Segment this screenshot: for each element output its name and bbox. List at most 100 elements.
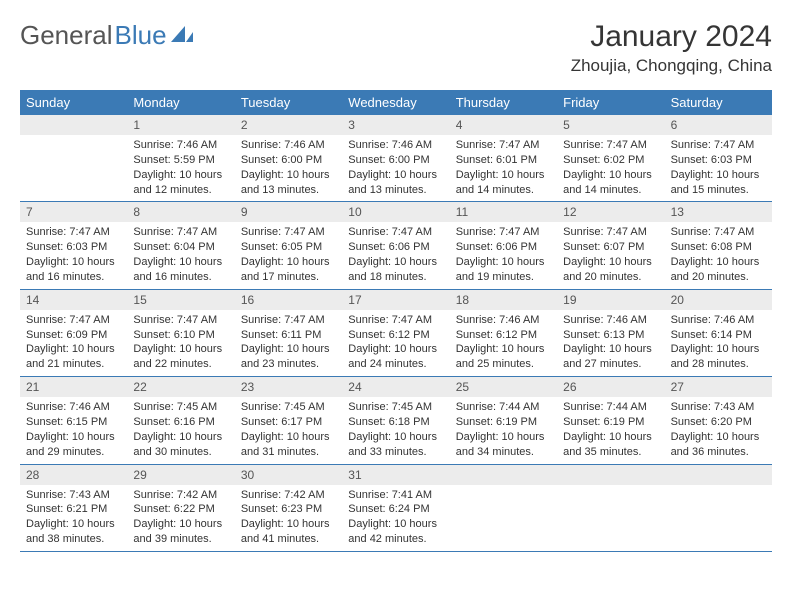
day-line: Sunrise: 7:42 AM — [241, 488, 336, 503]
day-line: Sunset: 6:18 PM — [348, 415, 443, 430]
day-body: Sunrise: 7:46 AMSunset: 6:12 PMDaylight:… — [450, 310, 557, 376]
weekday-header: Saturday — [665, 90, 772, 115]
day-line: Daylight: 10 hours — [241, 255, 336, 270]
day-cell: 6Sunrise: 7:47 AMSunset: 6:03 PMDaylight… — [665, 115, 772, 201]
day-line: Daylight: 10 hours — [241, 430, 336, 445]
day-line: Daylight: 10 hours — [26, 430, 121, 445]
day-line: Daylight: 10 hours — [26, 342, 121, 357]
day-cell: 3Sunrise: 7:46 AMSunset: 6:00 PMDaylight… — [342, 115, 449, 201]
day-body: Sunrise: 7:46 AMSunset: 6:14 PMDaylight:… — [665, 310, 772, 376]
day-line: Sunset: 6:22 PM — [133, 502, 228, 517]
day-body: Sunrise: 7:45 AMSunset: 6:18 PMDaylight:… — [342, 397, 449, 463]
day-body: Sunrise: 7:47 AMSunset: 6:11 PMDaylight:… — [235, 310, 342, 376]
day-line: Sunrise: 7:46 AM — [241, 138, 336, 153]
day-number: 7 — [20, 202, 127, 222]
day-number: 15 — [127, 290, 234, 310]
day-line: Sunrise: 7:46 AM — [348, 138, 443, 153]
day-line: Sunrise: 7:41 AM — [348, 488, 443, 503]
day-body: Sunrise: 7:47 AMSunset: 6:07 PMDaylight:… — [557, 222, 664, 288]
day-cell: 4Sunrise: 7:47 AMSunset: 6:01 PMDaylight… — [450, 115, 557, 201]
day-line: and 22 minutes. — [133, 357, 228, 372]
week-row: 14Sunrise: 7:47 AMSunset: 6:09 PMDayligh… — [20, 290, 772, 377]
day-line: Daylight: 10 hours — [456, 342, 551, 357]
day-line: Sunset: 6:00 PM — [241, 153, 336, 168]
day-body: Sunrise: 7:42 AMSunset: 6:22 PMDaylight:… — [127, 485, 234, 551]
day-line: Sunrise: 7:45 AM — [241, 400, 336, 415]
day-line: Sunrise: 7:47 AM — [133, 313, 228, 328]
day-line: and 17 minutes. — [241, 270, 336, 285]
day-cell: 18Sunrise: 7:46 AMSunset: 6:12 PMDayligh… — [450, 290, 557, 376]
day-line: Sunset: 6:15 PM — [26, 415, 121, 430]
day-line: Sunset: 6:19 PM — [563, 415, 658, 430]
month-title: January 2024 — [571, 20, 772, 54]
day-line: Sunset: 6:03 PM — [26, 240, 121, 255]
day-number: 4 — [450, 115, 557, 135]
day-line: and 41 minutes. — [241, 532, 336, 547]
day-line: Sunset: 6:00 PM — [348, 153, 443, 168]
day-number: 29 — [127, 465, 234, 485]
day-body: Sunrise: 7:44 AMSunset: 6:19 PMDaylight:… — [450, 397, 557, 463]
day-line: Daylight: 10 hours — [133, 517, 228, 532]
day-body: Sunrise: 7:47 AMSunset: 6:06 PMDaylight:… — [342, 222, 449, 288]
day-line: Daylight: 10 hours — [348, 255, 443, 270]
day-cell: 27Sunrise: 7:43 AMSunset: 6:20 PMDayligh… — [665, 377, 772, 463]
day-cell: 5Sunrise: 7:47 AMSunset: 6:02 PMDaylight… — [557, 115, 664, 201]
day-body: Sunrise: 7:44 AMSunset: 6:19 PMDaylight:… — [557, 397, 664, 463]
day-line: Sunset: 6:02 PM — [563, 153, 658, 168]
day-cell: 11Sunrise: 7:47 AMSunset: 6:06 PMDayligh… — [450, 202, 557, 288]
day-cell — [20, 115, 127, 201]
day-line: Sunset: 5:59 PM — [133, 153, 228, 168]
day-line: and 13 minutes. — [348, 183, 443, 198]
day-number: 23 — [235, 377, 342, 397]
day-cell: 22Sunrise: 7:45 AMSunset: 6:16 PMDayligh… — [127, 377, 234, 463]
day-cell: 31Sunrise: 7:41 AMSunset: 6:24 PMDayligh… — [342, 465, 449, 551]
logo-text-2: Blue — [115, 20, 167, 51]
day-cell: 25Sunrise: 7:44 AMSunset: 6:19 PMDayligh… — [450, 377, 557, 463]
day-cell: 19Sunrise: 7:46 AMSunset: 6:13 PMDayligh… — [557, 290, 664, 376]
logo-sail-icon — [171, 20, 193, 51]
day-number: 6 — [665, 115, 772, 135]
day-line: Sunrise: 7:47 AM — [26, 313, 121, 328]
day-body: Sunrise: 7:47 AMSunset: 6:10 PMDaylight:… — [127, 310, 234, 376]
day-cell — [450, 465, 557, 551]
day-cell: 20Sunrise: 7:46 AMSunset: 6:14 PMDayligh… — [665, 290, 772, 376]
day-line: and 14 minutes. — [456, 183, 551, 198]
day-line: and 30 minutes. — [133, 445, 228, 460]
day-line: Sunrise: 7:46 AM — [563, 313, 658, 328]
day-line: and 35 minutes. — [563, 445, 658, 460]
location: Zhoujia, Chongqing, China — [571, 56, 772, 76]
weekday-header: Sunday — [20, 90, 127, 115]
day-line: Sunset: 6:01 PM — [456, 153, 551, 168]
day-body: Sunrise: 7:46 AMSunset: 6:15 PMDaylight:… — [20, 397, 127, 463]
logo-text-1: General — [20, 20, 113, 51]
day-line: Daylight: 10 hours — [348, 517, 443, 532]
day-number: 31 — [342, 465, 449, 485]
day-number: 27 — [665, 377, 772, 397]
day-line: Sunset: 6:16 PM — [133, 415, 228, 430]
day-cell: 23Sunrise: 7:45 AMSunset: 6:17 PMDayligh… — [235, 377, 342, 463]
day-line: Daylight: 10 hours — [671, 168, 766, 183]
day-line: Sunrise: 7:47 AM — [563, 138, 658, 153]
day-line: Daylight: 10 hours — [563, 430, 658, 445]
day-body: Sunrise: 7:46 AMSunset: 5:59 PMDaylight:… — [127, 135, 234, 201]
day-line: Daylight: 10 hours — [241, 517, 336, 532]
title-block: January 2024 Zhoujia, Chongqing, China — [571, 20, 772, 76]
week-row: 1Sunrise: 7:46 AMSunset: 5:59 PMDaylight… — [20, 115, 772, 202]
day-line: Sunrise: 7:46 AM — [26, 400, 121, 415]
header: GeneralBlue January 2024 Zhoujia, Chongq… — [20, 20, 772, 76]
day-line: Sunset: 6:21 PM — [26, 502, 121, 517]
day-line: Sunset: 6:06 PM — [348, 240, 443, 255]
week-row: 28Sunrise: 7:43 AMSunset: 6:21 PMDayligh… — [20, 465, 772, 552]
day-number: 5 — [557, 115, 664, 135]
day-cell: 16Sunrise: 7:47 AMSunset: 6:11 PMDayligh… — [235, 290, 342, 376]
day-number: 19 — [557, 290, 664, 310]
day-cell — [665, 465, 772, 551]
day-line: Sunrise: 7:46 AM — [671, 313, 766, 328]
day-body: Sunrise: 7:45 AMSunset: 6:16 PMDaylight:… — [127, 397, 234, 463]
week-row: 21Sunrise: 7:46 AMSunset: 6:15 PMDayligh… — [20, 377, 772, 464]
day-body: Sunrise: 7:42 AMSunset: 6:23 PMDaylight:… — [235, 485, 342, 551]
weekday-header: Tuesday — [235, 90, 342, 115]
day-line: Sunset: 6:20 PM — [671, 415, 766, 430]
day-line: and 34 minutes. — [456, 445, 551, 460]
day-line: and 16 minutes. — [26, 270, 121, 285]
